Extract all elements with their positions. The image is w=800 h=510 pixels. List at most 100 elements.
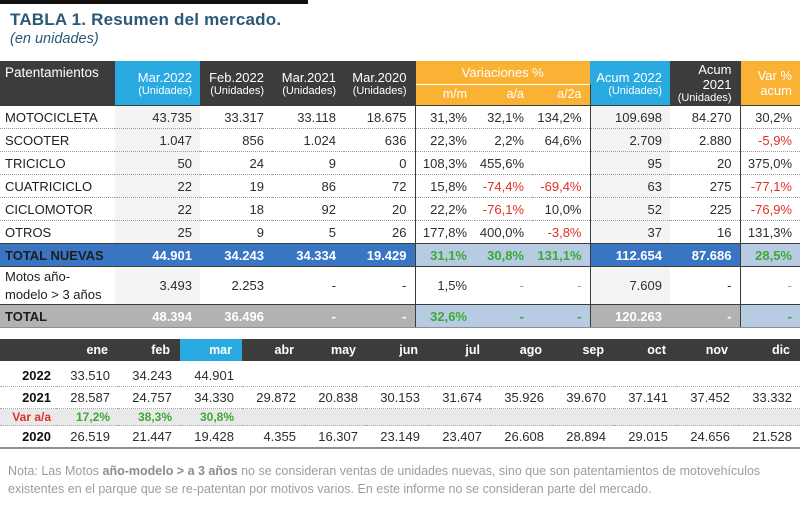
row-label: 2021: [0, 386, 56, 409]
cell: 52: [590, 197, 670, 221]
cell: 19.428: [180, 425, 242, 449]
cell: 23.149: [366, 425, 428, 449]
row-label: CUATRICICLO: [0, 174, 115, 198]
col-header-acum2022: Acum 2022 (Unidades): [590, 61, 670, 106]
month-header: sep: [552, 339, 614, 361]
cell: 22: [115, 174, 200, 198]
cell: 134,2%: [532, 105, 591, 129]
period-label: Acum 2022: [596, 69, 662, 85]
cell: [242, 408, 304, 426]
period-label: Mar.2022: [137, 69, 192, 85]
page-title: TABLA 1. Resumen del mercado.: [10, 10, 282, 29]
cell: 34.243: [118, 361, 180, 387]
cell: 38,3%: [118, 408, 180, 426]
cell: 375,0%: [740, 151, 800, 175]
cell: 19.429: [344, 243, 416, 267]
cell: 37.141: [614, 386, 676, 409]
cell: 92: [272, 197, 344, 221]
cell: 21.528: [738, 425, 800, 449]
cell: -: [670, 266, 741, 305]
cell: 23.407: [428, 425, 490, 449]
cell: 131,3%: [740, 220, 800, 244]
cell: 5: [272, 220, 344, 244]
col-header-acum2021: Acum 2021 (Unidades): [670, 61, 741, 106]
row-label: CICLOMOTOR: [0, 197, 115, 221]
month-header: feb: [118, 339, 180, 361]
units-label: (Unidades): [677, 92, 732, 104]
cell: 20.838: [304, 386, 366, 409]
cell: [614, 361, 676, 387]
cell: 108,3%: [415, 151, 475, 175]
subheader-row: m/m a/a a/2a: [0, 83, 800, 106]
cell: -: [272, 266, 344, 305]
cell: 31.674: [428, 386, 490, 409]
cell: 225: [670, 197, 741, 221]
period-label: Mar.2021: [281, 69, 336, 85]
cell: 86: [272, 174, 344, 198]
cell: 131,1%: [532, 243, 591, 267]
period-label: acum: [760, 83, 792, 98]
cell: 34.334: [272, 243, 344, 267]
cell: [242, 361, 304, 387]
cell: 18: [200, 197, 272, 221]
units-label: (Unidades): [608, 84, 662, 97]
cell: -: [740, 266, 800, 305]
cell: 22,3%: [415, 128, 475, 152]
month-header: abr: [242, 339, 304, 361]
cell: 19: [200, 174, 272, 198]
month-header: ene: [56, 339, 118, 361]
row-label: MOTOCICLETA: [0, 105, 115, 129]
year-2022-row: 2022 33.510 34.243 44.901: [0, 361, 800, 387]
cell: 39.670: [552, 386, 614, 409]
cell: -: [475, 304, 532, 328]
period-label: Feb.2022: [209, 69, 264, 85]
cell: 4.355: [242, 425, 304, 449]
cell: -3,8%: [532, 220, 591, 244]
cell: 50: [115, 151, 200, 175]
cell: [552, 361, 614, 387]
month-header: ago: [490, 339, 552, 361]
cell: 109.698: [590, 105, 670, 129]
cell: 28.587: [56, 386, 118, 409]
cell: 0: [344, 151, 416, 175]
var-aa-row: Var a/a 17,2% 38,3% 30,8%: [0, 408, 800, 426]
monthly-table: ene feb mar abr may jun jul ago sep oct …: [0, 339, 800, 449]
cell: 31,3%: [415, 105, 475, 129]
period-label: Var %: [757, 68, 792, 83]
cell: -: [344, 304, 416, 328]
cell: 9: [272, 151, 344, 175]
market-summary-table: Patentamientos Mar.2022 (Unidades) Feb.2…: [0, 61, 800, 328]
cell: [490, 408, 552, 426]
cell: 2.253: [200, 266, 272, 305]
cell: 1,5%: [415, 266, 475, 305]
cell: 84.270: [670, 105, 741, 129]
cell: 26: [344, 220, 416, 244]
cell: 33.118: [272, 105, 344, 129]
cell: 30.153: [366, 386, 428, 409]
row-label: SCOOTER: [0, 128, 115, 152]
cell: 1.024: [272, 128, 344, 152]
month-header-row: ene feb mar abr may jun jul ago sep oct …: [0, 339, 800, 361]
cell: 20: [670, 151, 741, 175]
table-row: MOTOCICLETA 43.735 33.317 33.118 18.675 …: [0, 105, 800, 129]
col-header-aa: a/a: [475, 83, 532, 106]
cell: -: [532, 304, 591, 328]
cell: 24: [200, 151, 272, 175]
cell: 16.307: [304, 425, 366, 449]
cell: 455,6%: [475, 151, 532, 175]
cell: 636: [344, 128, 416, 152]
top-rule: [0, 0, 308, 4]
cell: 112.654: [590, 243, 670, 267]
month-header: nov: [676, 339, 738, 361]
cell: 64,6%: [532, 128, 591, 152]
cell: -74,4%: [475, 174, 532, 198]
cell: 44.901: [180, 361, 242, 387]
cell: 15,8%: [415, 174, 475, 198]
cell: 34.243: [200, 243, 272, 267]
cell: [304, 361, 366, 387]
motos-row: Motos año- modelo > 3 años 3.493 2.253 -…: [0, 266, 800, 305]
cell: -: [670, 304, 741, 328]
cell: 7.609: [590, 266, 670, 305]
units-label: (Unidades): [352, 84, 407, 97]
